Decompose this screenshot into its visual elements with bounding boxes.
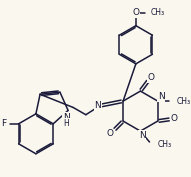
Text: O: O <box>148 73 155 82</box>
Text: F: F <box>1 119 6 128</box>
Text: CH₃: CH₃ <box>150 8 164 18</box>
Text: O: O <box>171 114 178 123</box>
Text: H: H <box>63 119 69 128</box>
Text: O: O <box>107 129 114 138</box>
Text: CH₃: CH₃ <box>177 97 191 106</box>
Text: N: N <box>158 92 165 101</box>
Text: O: O <box>132 8 139 18</box>
Text: N: N <box>139 131 146 140</box>
Text: N: N <box>63 113 70 122</box>
Text: CH₃: CH₃ <box>158 140 172 149</box>
Text: N: N <box>94 101 101 110</box>
